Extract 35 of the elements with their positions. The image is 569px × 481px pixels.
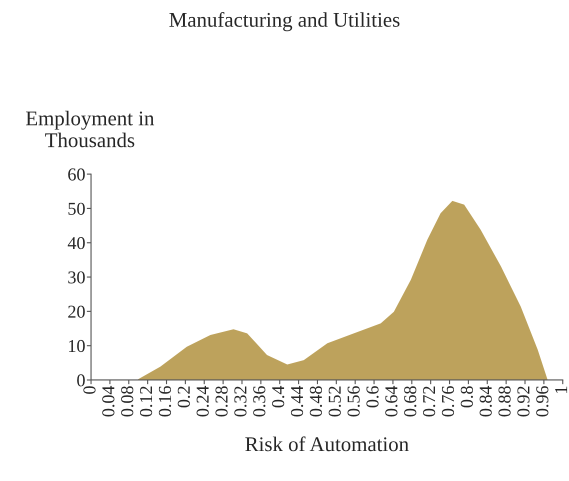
x-tick-label: 0.88 (498, 386, 511, 416)
x-tick-label: 0.44 (290, 386, 304, 416)
x-tick-label: 0 (83, 386, 96, 394)
x-tick-label: 0.84 (480, 386, 492, 416)
y-tick-label: 30 (68, 271, 85, 284)
y-tick-label: 20 (68, 306, 85, 318)
x-tick-label: 0.48 (310, 386, 322, 416)
y-tick-label: 50 (68, 202, 85, 215)
x-tick-label: 0.24 (196, 386, 209, 416)
x-tick-label: 0.56 (348, 386, 360, 416)
x-tick-label: 0.36 (253, 386, 266, 416)
x-tick-label: 0.76 (442, 386, 454, 416)
x-tick-label: 0.96 (536, 386, 548, 416)
x-tick-label: 0.28 (215, 386, 228, 416)
x-tick-label: 0.16 (158, 386, 172, 416)
x-tick-label: 0.8 (460, 386, 473, 408)
x-tick-label: 0.2 (178, 386, 190, 408)
x-tick-label: 0.04 (102, 386, 115, 416)
x-axis-title: Risk of Automation (245, 436, 409, 452)
x-tick-label: 0.12 (140, 386, 152, 416)
x-tick-label: 0.72 (423, 386, 436, 416)
x-tick-label: 0.4 (272, 386, 284, 408)
x-tick-label: 0.68 (404, 386, 416, 416)
x-tick-label: 1 (555, 386, 568, 393)
x-tick-label: 0.92 (517, 386, 530, 416)
y-tick-label: 10 (69, 340, 85, 352)
x-tick-label: 0.64 (385, 386, 398, 416)
x-tick-label: 0.32 (234, 386, 247, 416)
chart-title: Manufacturing and Utilities (169, 12, 400, 32)
y-axis-title: Employment in Thousands (26, 110, 154, 148)
y-tick-label: 40 (68, 237, 85, 250)
y-tick-label: 60 (68, 168, 85, 181)
x-tick-label: 0.52 (328, 386, 341, 416)
x-tick-label: 0.08 (121, 386, 134, 416)
x-tick-label: 0.6 (366, 386, 379, 408)
